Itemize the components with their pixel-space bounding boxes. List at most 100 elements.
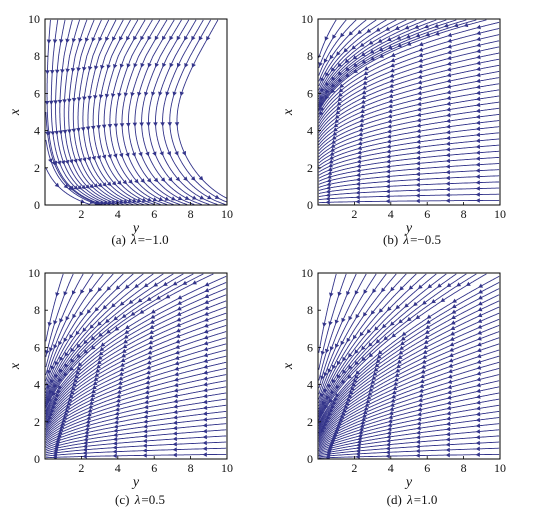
streamline-arrow — [366, 28, 372, 33]
streamline — [45, 343, 227, 429]
streamline-arrow — [117, 92, 122, 98]
streamline-arrow — [45, 350, 50, 355]
streamline-arrow — [360, 99, 366, 104]
streamline-arrow — [375, 27, 381, 32]
streamline-arrow — [385, 174, 391, 179]
streamline-arrow — [417, 96, 422, 101]
streamline-arrow — [416, 430, 421, 435]
caption-a-equals: = — [137, 232, 146, 247]
panel-b: 2 4 6 8 10 0 2 4 6 8 10 y x — [281, 12, 506, 236]
streamline-arrow — [389, 406, 394, 412]
streamline-arrow — [360, 420, 365, 425]
streamline-arrow — [347, 393, 353, 399]
streamline-arrow — [102, 304, 108, 310]
streamline-arrow — [91, 37, 96, 42]
streamline-arrow — [339, 83, 345, 88]
streamline-arrow — [88, 288, 94, 293]
caption-c-equals: = — [141, 492, 149, 507]
streamline-arrow — [113, 432, 118, 438]
streamline-arrow — [415, 439, 421, 445]
streamline-arrow — [418, 284, 423, 289]
streamline-arrow — [330, 389, 335, 395]
streamline-arrow — [477, 324, 483, 329]
streamline-arrow — [389, 83, 394, 88]
streamline — [45, 417, 227, 449]
panel-a: 2 4 6 8 10 0 2 4 6 8 10 y x — [8, 12, 233, 236]
streamline-arrow — [356, 439, 362, 444]
streamline-arrow — [415, 198, 420, 204]
streamline-arrow — [167, 122, 172, 127]
streamline-arrow — [387, 426, 392, 432]
y-tick-label: 6 — [34, 340, 40, 354]
y-tick-label: 10 — [28, 266, 40, 280]
streamline-arrow — [176, 306, 182, 311]
streamline-arrow — [338, 88, 344, 93]
streamline-arrow — [335, 392, 340, 398]
streamline-arrow — [425, 324, 431, 329]
streamline-arrow — [450, 320, 456, 325]
streamline-arrow — [356, 445, 361, 451]
streamline-arrow — [416, 117, 421, 123]
streamline-arrow — [400, 341, 405, 346]
streamline-arrow — [137, 91, 142, 97]
streamline-arrow — [347, 374, 352, 380]
streamline-arrow — [63, 337, 68, 343]
streamline-arrow — [325, 89, 330, 94]
streamline-arrow — [138, 151, 143, 157]
streamline-arrow — [475, 90, 481, 96]
streamline-arrow — [134, 283, 139, 288]
streamline-arrow — [144, 91, 149, 97]
streamline-arrow — [82, 454, 87, 459]
streamline-arrow — [159, 151, 164, 156]
streamline-arrow — [423, 344, 428, 349]
streamline-arrow — [401, 331, 407, 336]
streamline-arrow — [386, 37, 392, 42]
streamline-arrow — [122, 344, 128, 349]
streamline-arrow — [353, 62, 358, 68]
streamline-arrow — [449, 336, 455, 341]
streamline-arrow — [416, 144, 421, 150]
streamline — [318, 367, 500, 442]
streamline-arrow — [113, 424, 119, 429]
streamline — [45, 367, 227, 436]
streamline-arrow — [445, 442, 450, 447]
streamline-arrow — [337, 291, 342, 297]
streamline-arrow — [451, 309, 457, 314]
streamline — [318, 150, 500, 179]
streamline-arrow — [141, 197, 147, 202]
streamline-arrow — [56, 432, 62, 438]
streamline-arrow — [202, 405, 208, 410]
streamline-arrow — [475, 162, 480, 167]
streamline — [45, 273, 74, 357]
streamline-arrow — [358, 132, 363, 137]
streamline-arrow — [75, 330, 80, 336]
streamline-arrow — [414, 24, 420, 29]
streamline — [45, 435, 227, 454]
streamline — [318, 273, 407, 407]
streamline — [45, 139, 98, 205]
streamline-arrow — [94, 307, 100, 312]
streamline-arrow — [342, 369, 347, 375]
streamline-arrow — [94, 65, 99, 71]
streamline-arrow — [140, 62, 145, 68]
streamline-arrow — [475, 198, 480, 203]
streamline-arrow — [117, 180, 122, 185]
streamline-arrow — [214, 194, 220, 199]
streamline-arrow — [179, 91, 185, 97]
streamline-arrow — [416, 421, 421, 426]
streamline-arrow — [153, 122, 158, 127]
streamline-arrow — [390, 286, 395, 292]
streamline-arrow — [64, 408, 70, 413]
streamline-arrow — [177, 295, 183, 300]
streamline-arrow — [356, 163, 361, 169]
streamline-arrow — [446, 55, 452, 61]
streamline-arrow — [45, 131, 50, 136]
streamline-arrow — [106, 286, 112, 291]
caption-a: (a) λ=−1.0 — [40, 232, 240, 248]
streamline-arrow — [172, 420, 178, 425]
streamline-arrow — [476, 66, 481, 72]
streamline — [318, 273, 437, 414]
streamline-arrow — [82, 447, 88, 452]
streamline-arrow — [361, 356, 366, 362]
streamline-arrow — [71, 128, 76, 133]
